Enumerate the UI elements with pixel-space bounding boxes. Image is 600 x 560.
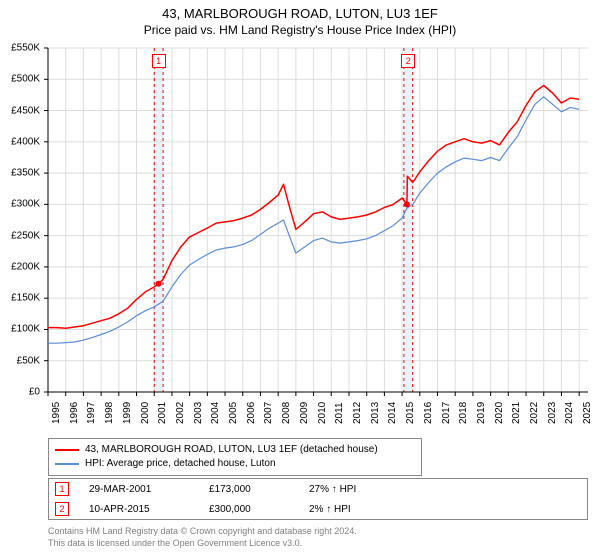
title-line1: 43, MARLBOROUGH ROAD, LUTON, LU3 1EF	[0, 6, 600, 21]
x-tick-label: 2009	[299, 402, 310, 424]
x-tick-label: 2013	[370, 402, 381, 424]
y-tick-label: £50K	[17, 355, 40, 366]
legend-row: HPI: Average price, detached house, Luto…	[55, 457, 415, 471]
y-axis-labels: £0£50K£100K£150K£200K£250K£300K£350K£400…	[0, 48, 44, 392]
legend-swatch	[55, 449, 79, 451]
event-price: £300,000	[209, 504, 309, 515]
x-tick-label: 2015	[405, 402, 416, 424]
x-tick-label: 2001	[157, 402, 168, 424]
x-tick-label: 2016	[423, 402, 434, 424]
event-row: 1 29-MAR-2001£173,00027% ↑ HPI	[49, 479, 587, 499]
x-tick-label: 2017	[441, 402, 452, 424]
chart-plot-area: 12	[48, 48, 588, 392]
x-tick-label: 2004	[210, 402, 221, 424]
x-tick-label: 2010	[317, 402, 328, 424]
x-tick-label: 2014	[387, 402, 398, 424]
footer-line2: This data is licensed under the Open Gov…	[48, 537, 586, 549]
x-tick-label: 2007	[263, 402, 274, 424]
legend-label: HPI: Average price, detached house, Luto…	[85, 457, 276, 471]
x-tick-label: 2002	[175, 402, 186, 424]
y-tick-label: £500K	[11, 74, 40, 85]
event-delta: 27% ↑ HPI	[309, 484, 356, 495]
x-tick-label: 2006	[246, 402, 257, 424]
legend-label: 43, MARLBOROUGH ROAD, LUTON, LU3 1EF (de…	[85, 443, 378, 457]
x-tick-label: 2020	[494, 402, 505, 424]
x-tick-label: 2023	[547, 402, 558, 424]
event-price: £173,000	[209, 484, 309, 495]
event-marker: 1	[55, 482, 69, 496]
x-tick-label: 2011	[334, 402, 345, 424]
x-tick-label: 2005	[228, 402, 239, 424]
x-tick-label: 2025	[582, 402, 593, 424]
y-tick-label: £350K	[11, 168, 40, 179]
x-tick-label: 1999	[122, 402, 133, 424]
x-tick-label: 2019	[476, 402, 487, 424]
sale-marker: 2	[401, 54, 415, 68]
event-marker: 2	[55, 502, 69, 516]
y-tick-label: £400K	[11, 136, 40, 147]
x-axis-labels: 1995 1996 1997 1998 1999 2000 2001 2002 2003 2004…	[48, 394, 588, 434]
x-tick-label: 2000	[140, 402, 151, 424]
x-tick-label: 1996	[69, 402, 80, 424]
legend: 43, MARLBOROUGH ROAD, LUTON, LU3 1EF (de…	[48, 438, 422, 476]
y-tick-label: £0	[29, 387, 40, 398]
event-row: 2 10-APR-2015£300,0002% ↑ HPI	[49, 499, 587, 519]
y-tick-label: £550K	[11, 43, 40, 54]
x-tick-label: 2022	[529, 402, 540, 424]
footer-attribution: Contains HM Land Registry data © Crown c…	[48, 525, 586, 549]
y-tick-label: £150K	[11, 293, 40, 304]
y-tick-label: £450K	[11, 105, 40, 116]
x-tick-label: 1995	[51, 402, 62, 424]
event-date: 10-APR-2015	[89, 504, 209, 515]
x-tick-label: 1998	[104, 402, 115, 424]
event-delta: 2% ↑ HPI	[309, 504, 351, 515]
y-tick-label: £100K	[11, 324, 40, 335]
y-tick-label: £250K	[11, 230, 40, 241]
y-tick-label: £300K	[11, 199, 40, 210]
x-tick-label: 1997	[86, 402, 97, 424]
x-tick-label: 2008	[281, 402, 292, 424]
sale-marker: 1	[152, 54, 166, 68]
footer-line1: Contains HM Land Registry data © Crown c…	[48, 525, 586, 537]
x-tick-label: 2012	[352, 402, 363, 424]
legend-swatch	[55, 463, 79, 465]
x-tick-label: 2018	[458, 402, 469, 424]
x-tick-label: 2024	[564, 402, 575, 424]
y-tick-label: £200K	[11, 261, 40, 272]
event-date: 29-MAR-2001	[89, 484, 209, 495]
x-tick-label: 2003	[193, 402, 204, 424]
chart-title-block: 43, MARLBOROUGH ROAD, LUTON, LU3 1EF Pri…	[0, 0, 600, 37]
title-line2: Price paid vs. HM Land Registry's House …	[0, 23, 600, 37]
x-tick-label: 2021	[511, 402, 522, 424]
chart-svg	[48, 48, 588, 392]
sale-events-table: 1 29-MAR-2001£173,00027% ↑ HPI 2 10-APR-201…	[48, 478, 588, 520]
legend-row: 43, MARLBOROUGH ROAD, LUTON, LU3 1EF (de…	[55, 443, 415, 457]
